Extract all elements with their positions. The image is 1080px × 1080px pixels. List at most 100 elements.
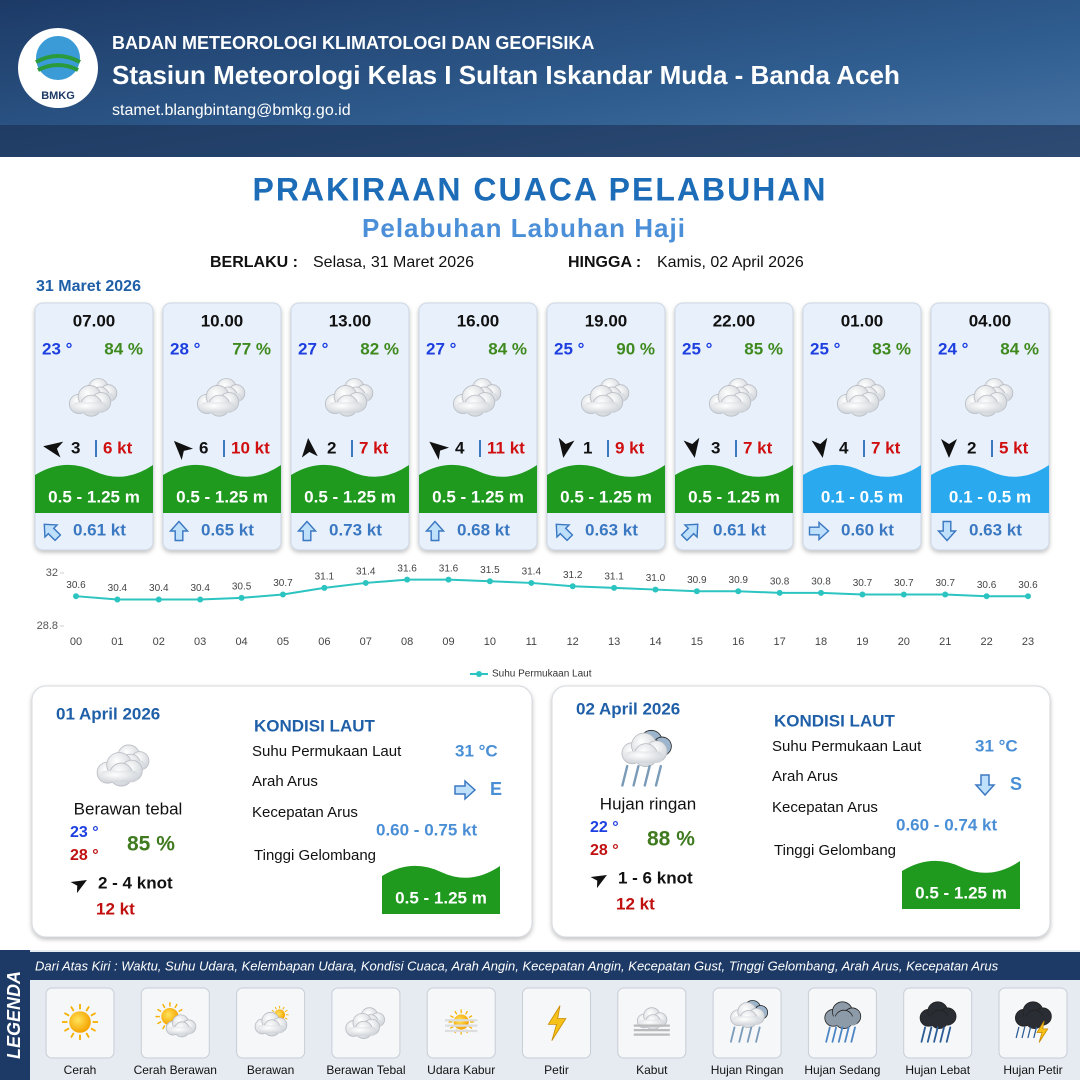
point	[611, 584, 618, 591]
weather-icon	[919, 1001, 957, 1043]
weather-icon	[345, 1007, 386, 1039]
icon-rain	[939, 1026, 945, 1043]
value-label: 31.4	[522, 567, 542, 578]
icon-rain	[738, 1026, 744, 1043]
icon-cloud	[100, 770, 139, 783]
icon-ray	[449, 1025, 454, 1029]
x-tick-label: 05	[277, 636, 289, 648]
slot-wind: 2	[327, 438, 336, 457]
icon-sun	[69, 1011, 91, 1033]
weather-icon	[62, 1004, 98, 1040]
x-tick-label: 14	[649, 636, 661, 648]
station: Stasiun Meteorologi Kelas I Sultan Iskan…	[112, 60, 900, 90]
legend-item-label: Cerah Berawan	[134, 1063, 217, 1077]
value-label: 30.6	[977, 580, 997, 591]
icon-ray	[174, 1003, 178, 1009]
weather-icon	[633, 1007, 670, 1036]
day-date: 31 Maret 2026	[36, 278, 141, 295]
weather-icon	[547, 1005, 567, 1041]
icon-cloud	[168, 1026, 194, 1035]
x-tick-label: 04	[235, 636, 247, 648]
slot-time: 22.00	[713, 311, 756, 330]
x-tick-label: 01	[111, 636, 123, 648]
icon-cloud	[72, 402, 108, 413]
icon-ray	[157, 1021, 162, 1025]
value-label: 30.8	[770, 577, 790, 588]
current-speed: 0.60 - 0.74 kt	[896, 815, 997, 834]
icon-ray	[449, 1015, 454, 1019]
day-date: 01 April 2026	[56, 704, 160, 723]
legend-item-label: Hujan Petir	[1003, 1063, 1062, 1077]
icon-ray	[468, 1025, 473, 1029]
slot-humidity: 84 %	[104, 339, 143, 358]
icon-rain	[945, 1026, 952, 1043]
value-label: 31.6	[439, 563, 459, 574]
legend-item-label: Hujan Lebat	[905, 1063, 970, 1077]
slot-humidity: 90 %	[616, 339, 655, 358]
slot-gust: 6 kt	[103, 438, 133, 457]
weather-icon	[324, 378, 374, 417]
slot-time: 07.00	[73, 311, 116, 330]
slot-temp: 25 °	[682, 339, 713, 358]
x-tick-label: 11	[526, 636, 537, 648]
separator	[735, 440, 737, 457]
weather-icon	[964, 378, 1014, 417]
weather-icon	[621, 729, 672, 787]
point	[404, 576, 411, 583]
icon-ray	[271, 1009, 275, 1013]
wind-arrow	[590, 874, 607, 889]
wave-value: 0.5 - 1.25 m	[395, 888, 487, 907]
icon-ray	[274, 1006, 277, 1010]
x-tick-label: 03	[194, 636, 206, 648]
separator	[351, 440, 353, 457]
y-tick-label: 28.8	[37, 620, 58, 632]
legend-item-label: Petir	[544, 1063, 569, 1077]
current-dir-label: Arah Arus	[772, 768, 838, 785]
icon-rain	[920, 1026, 926, 1043]
point	[279, 591, 286, 598]
value-label: 30.9	[687, 575, 707, 586]
valid-from: Selasa, 31 Maret 2026	[313, 254, 474, 271]
sst-label: Suhu Permukaan Laut	[772, 738, 922, 755]
x-tick-label: 23	[1022, 636, 1034, 648]
wave-band	[419, 464, 537, 513]
email: stamet.blangbintang@bmkg.go.id	[112, 102, 351, 119]
series-line	[75, 578, 1028, 601]
slot-current: 0.68 kt	[457, 520, 510, 539]
slot-current: 0.63 kt	[585, 520, 638, 539]
icon-cloud	[712, 402, 748, 413]
icon-ray	[90, 1027, 97, 1032]
subtitle: Pelabuhan Labuhan Haji	[362, 213, 686, 243]
value-label: 31.0	[646, 573, 666, 584]
value-label: 30.9	[729, 575, 749, 586]
wave-label: Tinggi Gelombang	[774, 842, 896, 859]
day-gust: 12 kt	[616, 894, 655, 913]
legend-title: LEGENDA	[4, 971, 24, 1059]
point	[238, 594, 245, 601]
wind-arrow	[70, 879, 87, 894]
icon-bolt	[547, 1005, 567, 1041]
icon-rain	[1033, 1026, 1038, 1039]
current-arrow	[974, 774, 996, 797]
icon-ray	[162, 1024, 166, 1030]
slot-wind: 6	[199, 438, 208, 457]
slot-current: 0.65 kt	[201, 520, 254, 539]
icon-rain	[730, 1026, 736, 1043]
slot-time: 13.00	[329, 311, 372, 330]
weather-icon	[196, 378, 246, 417]
value-label: 31.6	[397, 563, 417, 574]
x-tick-label: 16	[732, 636, 744, 648]
wave-value: 0.5 - 1.25 m	[915, 883, 1007, 902]
x-tick-label: 21	[939, 636, 951, 648]
weather-icon	[836, 378, 886, 417]
current-arrow	[808, 520, 830, 542]
icon-ray	[178, 1008, 183, 1013]
icon-rain	[844, 1026, 850, 1043]
weather-icon	[452, 378, 502, 417]
point	[983, 593, 990, 600]
slot-wave: 0.5 - 1.25 m	[176, 487, 268, 506]
value-label: 30.4	[108, 583, 128, 594]
wind-arrow	[683, 437, 700, 458]
day-temp-max: 28 °	[70, 847, 99, 864]
